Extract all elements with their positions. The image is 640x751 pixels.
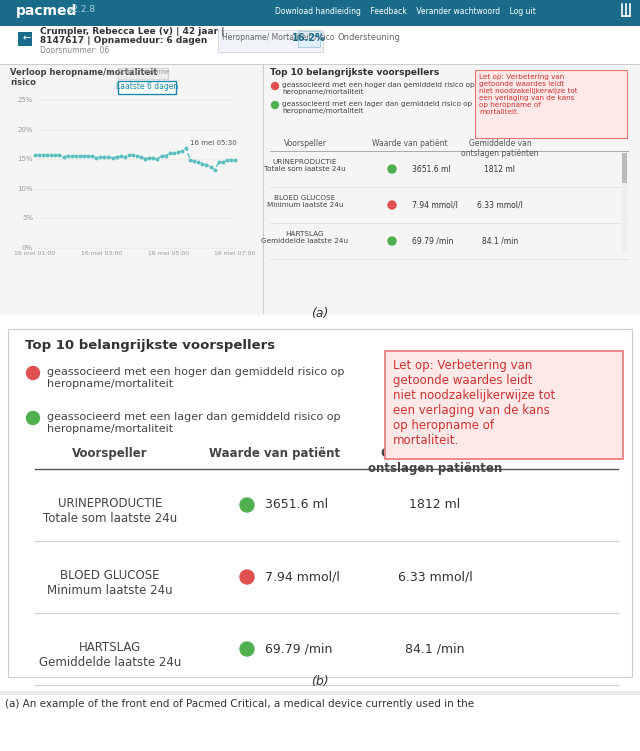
Text: Waarde van patiënt: Waarde van patiënt bbox=[209, 447, 340, 460]
Text: 10%: 10% bbox=[17, 185, 33, 192]
Text: HARTSLAG
Gemiddelde laatste 24u: HARTSLAG Gemiddelde laatste 24u bbox=[39, 641, 181, 669]
Circle shape bbox=[240, 570, 254, 584]
Circle shape bbox=[271, 83, 278, 89]
Text: geassocieerd met een hoger dan gemiddeld risico op
heropname/mortaliteit: geassocieerd met een hoger dan gemiddeld… bbox=[47, 367, 344, 388]
Text: geassocieerd met een lager dan gemiddeld risico op
heropname/mortaliteit: geassocieerd met een lager dan gemiddeld… bbox=[47, 412, 340, 433]
Text: (a) An example of the front end of Pacmed Critical, a medical device currently u: (a) An example of the front end of Pacme… bbox=[5, 699, 474, 709]
Text: URINEPRODUCTIE
Totale som laatste 24u: URINEPRODUCTIE Totale som laatste 24u bbox=[264, 159, 346, 172]
Bar bbox=[475, 70, 627, 138]
Text: Top 10 belangrijkste voorspellers: Top 10 belangrijkste voorspellers bbox=[25, 339, 275, 352]
Text: 16 mei 01:00: 16 mei 01:00 bbox=[15, 251, 56, 256]
Text: 16 mei 07:00: 16 mei 07:00 bbox=[214, 251, 255, 256]
Text: 5%: 5% bbox=[22, 216, 33, 222]
Text: Ondersteuning: Ondersteuning bbox=[338, 34, 401, 43]
Circle shape bbox=[26, 366, 40, 379]
Text: Heropname/ Mortaliteit risico: Heropname/ Mortaliteit risico bbox=[222, 33, 335, 42]
Text: geassocieerd met een lager dan gemiddeld risico op
heropname/mortaliteit: geassocieerd met een lager dan gemiddeld… bbox=[282, 101, 472, 114]
Bar bbox=[118, 68, 168, 79]
Text: 84.1 /min: 84.1 /min bbox=[405, 643, 465, 656]
Text: HARTSLAG
Gemiddelde laatste 24u: HARTSLAG Gemiddelde laatste 24u bbox=[261, 231, 349, 244]
Text: geassocieerd met een hoger dan gemiddeld risico op
heropname/mortaliteit: geassocieerd met een hoger dan gemiddeld… bbox=[282, 82, 475, 95]
Text: 16 mei 03:00: 16 mei 03:00 bbox=[81, 251, 122, 256]
Text: 8147617 | Opnameduur: 6 dagen: 8147617 | Opnameduur: 6 dagen bbox=[40, 36, 207, 45]
Text: Let op: Verbetering van
getoonde waardes leidt
niet noodzakelijkerwijze tot
een : Let op: Verbetering van getoonde waardes… bbox=[393, 359, 556, 447]
Bar bbox=[118, 81, 176, 94]
Bar bbox=[620, 2, 636, 24]
Text: 6.33 mmol/l: 6.33 mmol/l bbox=[397, 571, 472, 584]
Text: 1812 ml: 1812 ml bbox=[484, 164, 515, 173]
Circle shape bbox=[240, 498, 254, 512]
Text: 84.1 /min: 84.1 /min bbox=[482, 237, 518, 246]
Circle shape bbox=[271, 101, 278, 108]
Text: Schrik opname: Schrik opname bbox=[117, 69, 169, 75]
Text: Gemiddelde van
ontslagen patiënten: Gemiddelde van ontslagen patiënten bbox=[368, 447, 502, 475]
Text: 3651.6 ml: 3651.6 ml bbox=[412, 164, 451, 173]
Text: Top 10 belangrijkste voorspellers: Top 10 belangrijkste voorspellers bbox=[270, 68, 439, 77]
Text: Voorspeller: Voorspeller bbox=[72, 447, 148, 460]
Text: Download handleiding    Feedback    Verander wachtwoord    Log uit: Download handleiding Feedback Verander w… bbox=[275, 7, 536, 16]
Bar bbox=[218, 30, 323, 52]
Text: 16.2%: 16.2% bbox=[292, 33, 326, 43]
Bar bbox=[18, 32, 32, 46]
Bar bbox=[622, 153, 627, 253]
Text: 25%: 25% bbox=[18, 97, 33, 103]
Bar bbox=[0, 26, 640, 64]
Text: 20%: 20% bbox=[17, 127, 33, 133]
Bar bbox=[0, 323, 640, 691]
Text: (b): (b) bbox=[311, 675, 329, 688]
Bar bbox=[298, 31, 320, 47]
Text: (a): (a) bbox=[311, 307, 329, 320]
Text: 0%: 0% bbox=[22, 245, 33, 251]
Text: ←: ← bbox=[23, 33, 31, 43]
Bar bbox=[622, 153, 627, 183]
Text: BLOED GLUCOSE
Minimum laatste 24u: BLOED GLUCOSE Minimum laatste 24u bbox=[267, 195, 343, 208]
Text: 6.33 mmol/l: 6.33 mmol/l bbox=[477, 201, 523, 210]
Text: 15%: 15% bbox=[17, 156, 33, 162]
Text: v2.2.8: v2.2.8 bbox=[68, 5, 96, 14]
Bar bbox=[0, 0, 640, 26]
Circle shape bbox=[26, 412, 40, 424]
Text: Verloop heropname/mortaliteit
risico: Verloop heropname/mortaliteit risico bbox=[10, 68, 157, 87]
Text: Laatste 6 dagen: Laatste 6 dagen bbox=[116, 82, 178, 91]
Text: 69.79 /min: 69.79 /min bbox=[412, 237, 453, 246]
Text: pacmed: pacmed bbox=[16, 4, 77, 18]
Bar bbox=[0, 0, 640, 315]
Text: Voorspeller: Voorspeller bbox=[284, 139, 326, 148]
Text: URINEPRODUCTIE
Totale som laatste 24u: URINEPRODUCTIE Totale som laatste 24u bbox=[43, 497, 177, 525]
Bar bbox=[385, 351, 623, 459]
Text: Let op: Verbetering van
getoonde waardes leidt
niet noodzakelijkerwijze tot
een : Let op: Verbetering van getoonde waardes… bbox=[479, 74, 578, 115]
Circle shape bbox=[240, 642, 254, 656]
Text: 7.94 mmol/l: 7.94 mmol/l bbox=[412, 201, 458, 210]
Circle shape bbox=[388, 165, 396, 173]
Text: Doorsnummer: 06: Doorsnummer: 06 bbox=[40, 46, 109, 55]
Circle shape bbox=[388, 237, 396, 245]
Bar bbox=[0, 691, 640, 695]
Text: 7.94 mmol/l: 7.94 mmol/l bbox=[265, 571, 340, 584]
Text: Gemiddelde van
ontslagen patiënten: Gemiddelde van ontslagen patiënten bbox=[461, 139, 539, 158]
Text: 16 mei 05:30: 16 mei 05:30 bbox=[190, 140, 237, 146]
Bar bbox=[8, 329, 632, 677]
Text: Waarde van patiënt: Waarde van patiënt bbox=[372, 139, 448, 148]
Text: 3651.6 ml: 3651.6 ml bbox=[265, 499, 328, 511]
Text: Crumpler, Rebecca Lee (v) | 42 jaar |: Crumpler, Rebecca Lee (v) | 42 jaar | bbox=[40, 27, 225, 36]
Text: 69.79 /min: 69.79 /min bbox=[265, 643, 332, 656]
Text: BLOED GLUCOSE
Minimum laatste 24u: BLOED GLUCOSE Minimum laatste 24u bbox=[47, 569, 173, 597]
Text: 1812 ml: 1812 ml bbox=[410, 499, 461, 511]
Text: 16 mei 05:00: 16 mei 05:00 bbox=[148, 251, 189, 256]
Circle shape bbox=[388, 201, 396, 209]
